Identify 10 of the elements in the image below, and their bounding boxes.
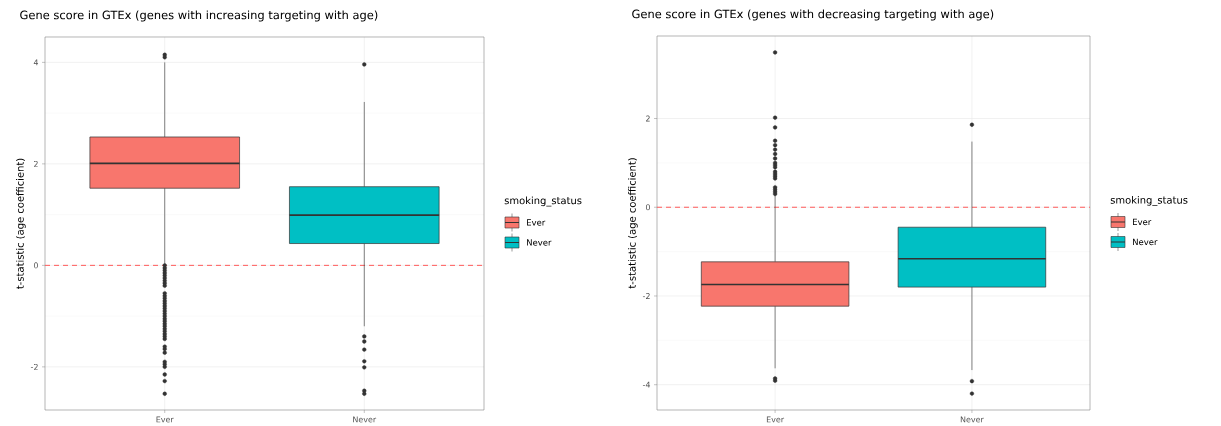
legend-label: Never	[1133, 238, 1158, 246]
legend-label: Never	[527, 239, 552, 246]
chart-title: Gene score in GTEx (genes with increasing targeting with age)	[20, 10, 378, 22]
y-axis-title: t-statistic (age coefficient)	[628, 158, 638, 289]
legend-label: Ever	[1133, 218, 1152, 226]
y-axis-title: t-statistic (age coefficient)	[16, 158, 26, 289]
legend-title: smoking_status	[1110, 196, 1188, 206]
chart-title: Gene score in GTEx (genes with decreasing targeting with age)	[632, 9, 994, 21]
legend-label: Ever	[527, 219, 546, 226]
legend-title: smoking_status	[504, 196, 582, 207]
